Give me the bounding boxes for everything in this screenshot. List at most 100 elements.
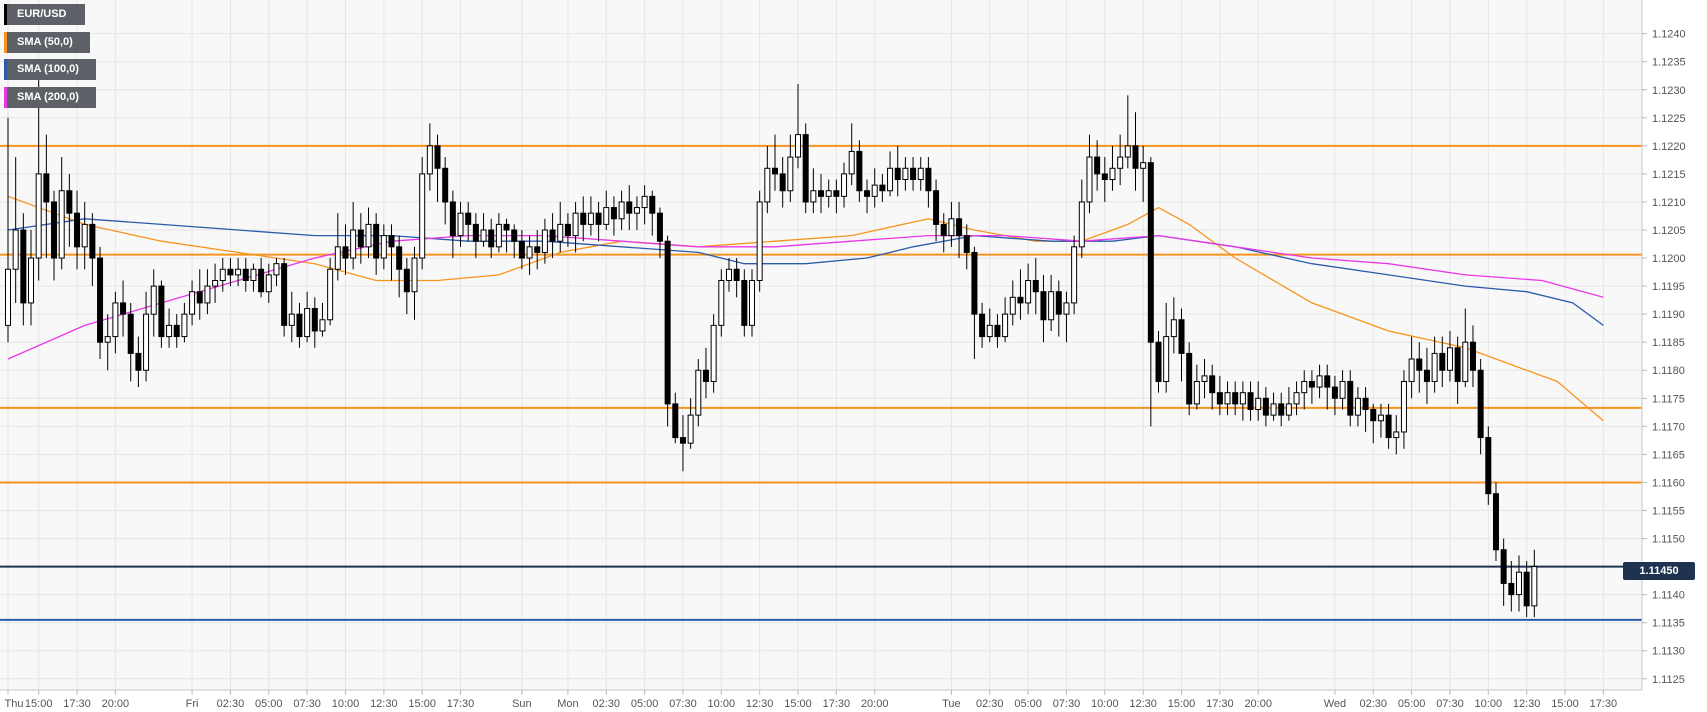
candle: [1239, 381, 1246, 421]
candle-body-up: [1301, 380, 1308, 394]
legend-sma-50[interactable]: SMA (50,0): [4, 32, 90, 53]
candle: [304, 291, 311, 343]
legend-sma-100[interactable]: SMA (100,0): [4, 59, 96, 80]
candle-body-down: [1055, 291, 1062, 315]
candle-body-down: [956, 218, 963, 237]
legend-label: SMA (50,0): [17, 36, 73, 48]
candle-body-up: [1270, 403, 1277, 416]
x-tick-label: 07:30: [1436, 698, 1464, 710]
candle: [1469, 325, 1476, 388]
candle-body-down: [910, 167, 917, 181]
candle-body-down: [1508, 582, 1515, 596]
candle: [902, 157, 909, 191]
candle-body-down: [679, 437, 686, 444]
candle-body-down: [66, 190, 73, 214]
candle: [1377, 403, 1384, 438]
x-tick-label: 12:30: [1129, 698, 1157, 710]
candle: [166, 308, 173, 348]
candle-body-up: [1163, 336, 1170, 382]
candle-body-down: [779, 173, 786, 192]
candle: [1232, 381, 1239, 416]
candles: [5, 78, 1538, 618]
candle: [917, 157, 924, 191]
candle: [626, 185, 633, 230]
x-tick-label: 10:00: [332, 698, 360, 710]
candle: [1255, 381, 1262, 421]
candle-body-up: [810, 190, 817, 203]
x-tick-label: 17:30: [1206, 698, 1234, 710]
candle-body-up: [288, 313, 295, 326]
candle-body-down: [833, 190, 840, 197]
candle: [258, 258, 265, 298]
candle-body-down: [1331, 386, 1338, 399]
candle: [710, 314, 717, 393]
candle: [104, 314, 111, 371]
candle: [288, 291, 295, 343]
candle-body-up: [1140, 162, 1147, 169]
candle: [1423, 347, 1430, 404]
candle: [1163, 302, 1170, 393]
legend-sma-200[interactable]: SMA (200,0): [4, 87, 96, 108]
candle: [940, 213, 947, 253]
candle: [235, 258, 242, 287]
grid: [0, 0, 1642, 690]
candle: [1055, 280, 1062, 337]
x-tick-label: 10:00: [708, 698, 736, 710]
candle: [457, 201, 464, 247]
x-tick-label: 05:00: [1014, 698, 1042, 710]
candle-body-up: [426, 145, 433, 175]
candle: [426, 123, 433, 191]
candle-body-down: [1040, 291, 1047, 321]
candle-body-down: [1262, 397, 1269, 416]
candle-body-down: [1416, 358, 1423, 371]
candle: [74, 190, 81, 270]
candle-body-up: [204, 285, 211, 304]
candle: [925, 157, 932, 208]
candle-body-down: [442, 167, 449, 203]
candle-body-down: [580, 212, 587, 225]
candle-body-down: [733, 268, 740, 281]
candle: [296, 302, 303, 348]
candle: [380, 224, 387, 270]
candle: [419, 157, 426, 270]
candle: [802, 123, 809, 214]
legend-eurusd[interactable]: EUR/USD: [4, 4, 85, 25]
y-tick-label: 1.1225: [1652, 113, 1686, 125]
candle: [610, 196, 617, 236]
candle-body-down: [1485, 437, 1492, 495]
candle-body-up: [250, 268, 257, 281]
y-tick-label: 1.1170: [1652, 421, 1685, 433]
candle: [1500, 538, 1507, 606]
candle: [910, 157, 917, 191]
candle-body-down: [649, 195, 656, 214]
candle: [1462, 308, 1469, 388]
candle: [887, 151, 894, 197]
x-tick-label: 10:00: [1475, 698, 1503, 710]
candle-body-down: [1477, 369, 1484, 439]
candle-body-up: [12, 229, 19, 270]
candle: [227, 258, 234, 287]
candle-body-down: [342, 246, 349, 259]
candle: [127, 302, 134, 382]
candle-body-down: [281, 263, 288, 326]
horizontal-levels: [0, 144, 1642, 621]
candle: [373, 213, 380, 275]
candle: [871, 168, 878, 208]
candle: [1454, 336, 1461, 404]
x-tick-label: 17:30: [1590, 698, 1618, 710]
x-tick-label: 10:00: [1091, 698, 1119, 710]
candle-body-up: [1117, 156, 1124, 169]
candle: [1132, 112, 1139, 191]
candle-body-down: [120, 302, 127, 315]
candle: [58, 157, 65, 270]
current-price-tag: 1.11450: [1623, 562, 1695, 580]
x-tick-label: 17:30: [447, 698, 475, 710]
candle-body-up: [1071, 246, 1078, 304]
candle: [1224, 381, 1231, 416]
candle-body-down: [1500, 549, 1507, 584]
candle-body-up: [1316, 375, 1323, 388]
candle: [864, 179, 871, 214]
candle: [342, 224, 349, 275]
candle: [488, 218, 495, 259]
candle: [1446, 330, 1453, 382]
